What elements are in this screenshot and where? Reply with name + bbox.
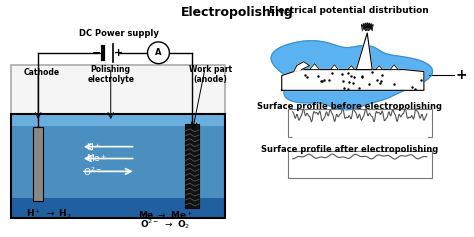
FancyBboxPatch shape bbox=[11, 65, 225, 218]
Circle shape bbox=[147, 42, 169, 64]
Bar bbox=[185, 124, 199, 208]
Bar bbox=[33, 127, 43, 201]
Text: Me $\rightarrow$ Me$^+$: Me $\rightarrow$ Me$^+$ bbox=[138, 209, 193, 221]
Text: Cathode: Cathode bbox=[23, 68, 59, 77]
Text: +: + bbox=[114, 48, 123, 58]
Polygon shape bbox=[330, 65, 338, 70]
Bar bbox=[11, 114, 225, 218]
Text: Work part
(anode): Work part (anode) bbox=[189, 65, 232, 84]
Bar bbox=[11, 198, 225, 218]
Polygon shape bbox=[282, 70, 424, 90]
Text: A: A bbox=[155, 48, 162, 57]
Text: Electrical potential distribution: Electrical potential distribution bbox=[269, 6, 429, 15]
Polygon shape bbox=[310, 64, 319, 70]
Bar bbox=[288, 151, 432, 178]
Text: O$^{2-}$: O$^{2-}$ bbox=[83, 165, 102, 178]
Bar bbox=[11, 114, 225, 198]
Text: Electropolishing: Electropolishing bbox=[181, 6, 293, 19]
Polygon shape bbox=[271, 41, 433, 110]
Text: H$^+$: H$^+$ bbox=[86, 141, 100, 153]
Text: −: − bbox=[92, 48, 101, 58]
Polygon shape bbox=[294, 62, 310, 72]
Polygon shape bbox=[376, 66, 383, 70]
Text: O$^{2-}$ $\rightarrow$ O$_2$: O$^{2-}$ $\rightarrow$ O$_2$ bbox=[140, 217, 191, 231]
Text: Me$^+$: Me$^+$ bbox=[86, 153, 107, 164]
Polygon shape bbox=[390, 65, 398, 70]
Bar bbox=[288, 109, 432, 137]
Bar bbox=[11, 114, 225, 126]
Text: Surface profile before electropolishing: Surface profile before electropolishing bbox=[257, 102, 442, 111]
Polygon shape bbox=[356, 33, 372, 70]
Text: Polishing
electrolyte: Polishing electrolyte bbox=[87, 65, 134, 84]
Text: H$^+$ $\rightarrow$ H$_2$: H$^+$ $\rightarrow$ H$_2$ bbox=[26, 208, 72, 221]
Text: DC Power supply: DC Power supply bbox=[79, 29, 159, 38]
Polygon shape bbox=[348, 66, 355, 70]
Text: +: + bbox=[456, 68, 467, 82]
Text: Surface profile after electropolishing: Surface profile after electropolishing bbox=[261, 145, 438, 154]
